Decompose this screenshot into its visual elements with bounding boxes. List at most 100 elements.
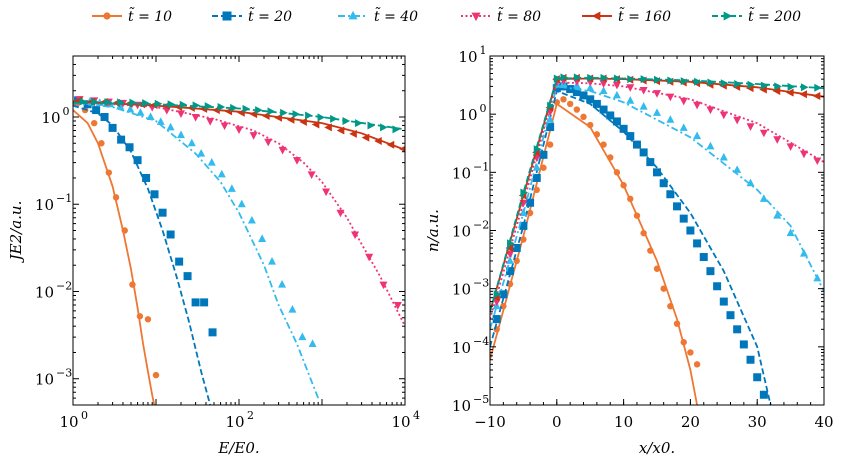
data-point	[526, 198, 535, 207]
data-point	[812, 92, 821, 101]
data-point	[176, 130, 185, 139]
data-point	[264, 138, 273, 147]
data-point	[693, 239, 702, 248]
data-point	[680, 77, 689, 86]
data-point	[813, 157, 822, 166]
y-axis-label: n/a.u.	[424, 209, 442, 252]
data-point	[760, 81, 769, 90]
data-point	[121, 227, 128, 234]
y-tick-label: 10	[452, 339, 471, 357]
data-point	[547, 101, 555, 110]
data-point	[653, 168, 661, 177]
data-point	[519, 208, 528, 216]
y-tick-exponent: −3	[56, 367, 72, 380]
y-tick-exponent: 0	[63, 105, 70, 118]
data-point	[507, 239, 515, 248]
data-point	[129, 98, 138, 107]
data-point	[707, 78, 716, 87]
data-point	[267, 107, 276, 116]
data-point	[112, 194, 120, 201]
legend-entry: t̃ = 40	[338, 6, 418, 25]
x-tick-label: 10	[614, 413, 633, 431]
data-point	[586, 95, 595, 104]
data-point	[365, 253, 374, 262]
legend-label: t̃ = 160	[618, 6, 671, 25]
data-point	[117, 135, 126, 144]
data-point	[694, 77, 702, 86]
data-point	[733, 165, 742, 173]
series-line	[73, 102, 405, 131]
data-point	[612, 90, 621, 99]
y-tick-exponent: −1	[56, 192, 72, 205]
data-point	[633, 212, 641, 219]
data-point	[653, 90, 661, 98]
data-point	[546, 123, 555, 132]
data-point	[693, 361, 701, 368]
data-point	[116, 101, 125, 110]
data-point	[626, 132, 635, 141]
data-point	[666, 190, 675, 199]
legend-marker	[103, 12, 111, 20]
legend-entry: t̃ = 20	[212, 6, 292, 25]
data-point	[640, 229, 647, 237]
y-tick-exponent: −1	[473, 160, 489, 173]
y-tick-exponent: −5	[473, 393, 489, 406]
data-point	[706, 106, 715, 115]
x-tick-exponent: 2	[247, 409, 254, 422]
y-tick-label: 10	[452, 397, 471, 415]
data-point	[699, 253, 708, 262]
data-point	[759, 194, 768, 202]
data-point	[673, 202, 682, 211]
data-point	[176, 110, 185, 118]
left-panel-spectrum: 10 0 10 2 10 410 010 −110 −210 −3E/E0.JE2/a.u.	[7, 55, 420, 457]
data-point	[392, 125, 401, 134]
data-point	[258, 234, 267, 242]
data-point	[237, 199, 246, 208]
data-point	[773, 136, 782, 144]
data-point	[208, 328, 217, 337]
data-point	[639, 148, 648, 157]
data-point	[308, 339, 317, 348]
data-point	[367, 121, 376, 130]
data-point	[734, 80, 742, 89]
data-point	[667, 76, 675, 85]
data-point	[739, 340, 748, 349]
data-point	[786, 88, 794, 97]
data-point	[278, 279, 287, 288]
legend-entry: t̃ = 200	[712, 6, 801, 25]
data-point	[136, 108, 145, 116]
data-point	[632, 140, 641, 149]
data-point	[573, 73, 582, 82]
data-point	[746, 178, 755, 187]
data-point	[686, 226, 695, 235]
legend-marker	[591, 11, 601, 21]
x-tick-label: −10	[474, 413, 506, 431]
data-point	[814, 83, 822, 92]
data-point	[144, 316, 152, 323]
series-line	[73, 109, 156, 405]
data-point	[104, 98, 113, 107]
data-point	[317, 113, 326, 122]
data-point	[299, 117, 307, 126]
data-point	[612, 81, 621, 90]
data-point	[532, 163, 541, 171]
y-tick-exponent: 0	[480, 102, 487, 115]
data-point	[349, 129, 357, 138]
x-tick-label: 30	[748, 413, 767, 431]
legend-label: t̃ = 10	[128, 6, 172, 25]
y-tick-label: 10	[35, 371, 54, 389]
y-tick-label: 10	[35, 283, 54, 301]
data-point	[746, 355, 755, 364]
data-point	[206, 117, 215, 126]
data-point	[336, 209, 345, 218]
data-point	[560, 96, 567, 103]
legend-marker	[222, 11, 232, 21]
data-point	[191, 113, 200, 122]
data-point	[693, 101, 702, 110]
series	[490, 82, 772, 405]
data-point	[133, 156, 142, 165]
series-line	[490, 81, 824, 320]
y-tick-exponent: 1	[480, 44, 487, 57]
data-point	[720, 79, 729, 88]
